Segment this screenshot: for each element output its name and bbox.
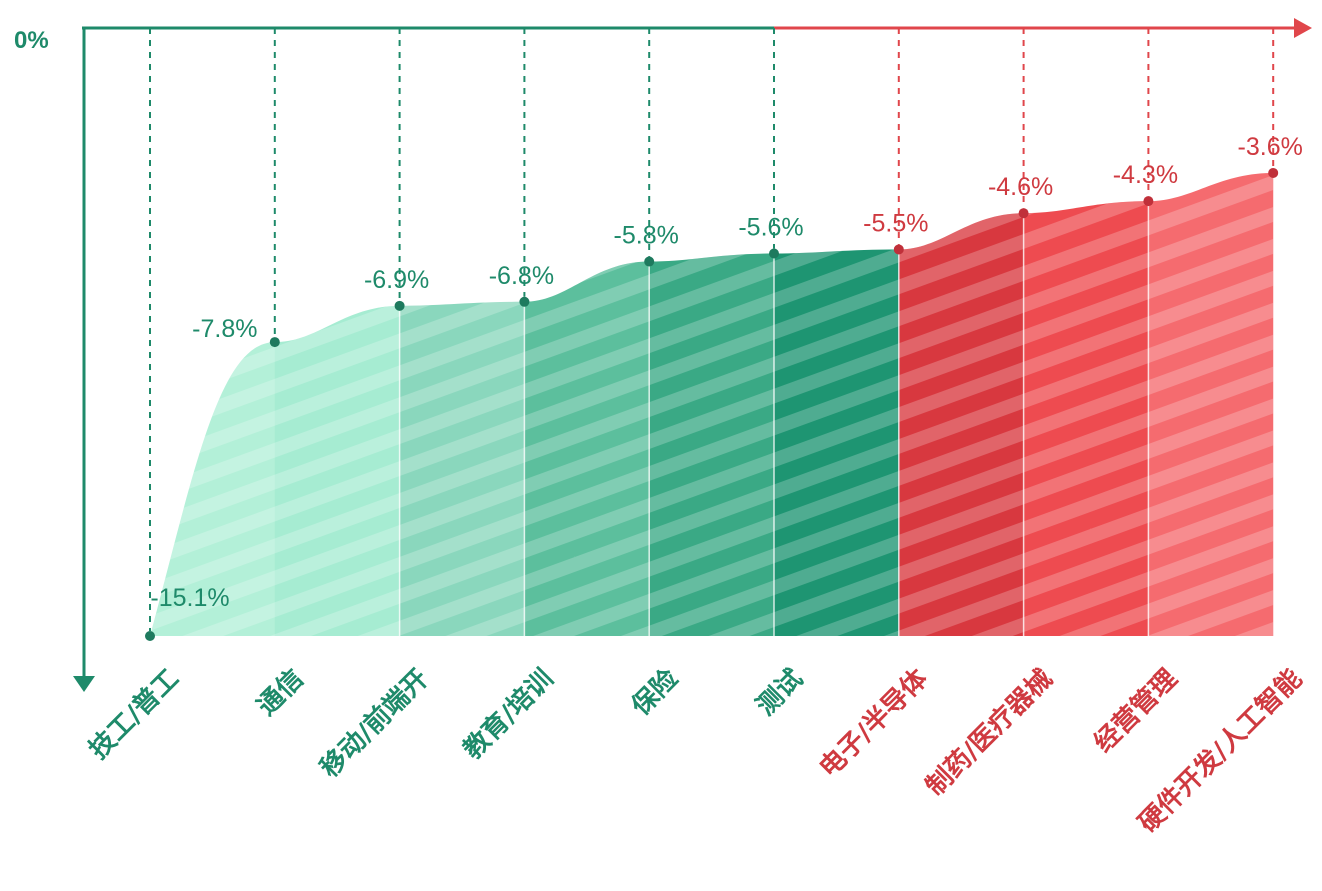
x-axis-arrow <box>1294 18 1312 38</box>
category-label: 测试 <box>751 664 809 722</box>
category-label: 教育/培训 <box>457 663 559 765</box>
data-points <box>145 167 1279 641</box>
guide-lines <box>149 28 1275 631</box>
category-label: 通信 <box>252 664 310 722</box>
value-labels: -15.1% -7.8% -6.9% -6.8% -5.8% -5.6% -5.5% -4.6… <box>150 133 1302 612</box>
category-label: 经营管理 <box>1088 663 1183 758</box>
value-label: -5.8% <box>614 222 679 250</box>
band-dividers <box>398 172 1150 636</box>
stripe-overlay <box>150 172 1274 636</box>
data-point <box>1143 196 1154 207</box>
axes: 0% <box>14 18 1312 692</box>
data-point <box>394 300 405 311</box>
value-label: -7.8% <box>192 315 257 343</box>
data-point <box>1268 167 1279 178</box>
category-label: 保险 <box>625 662 685 722</box>
value-label: -4.3% <box>1113 161 1178 189</box>
value-label: -4.6% <box>988 173 1053 201</box>
zero-label: 0% <box>14 27 49 54</box>
category-label: 电子/半导体 <box>814 663 935 784</box>
value-label: -5.6% <box>738 213 803 241</box>
y-axis-arrow <box>73 676 95 692</box>
value-label: -6.8% <box>489 262 554 290</box>
data-point <box>1018 208 1029 219</box>
value-label: -3.6% <box>1238 133 1303 161</box>
category-label: 技工/普工 <box>83 663 185 765</box>
data-point <box>769 248 779 259</box>
value-label: -15.1% <box>150 584 229 612</box>
data-point <box>519 296 530 307</box>
data-point <box>145 631 155 641</box>
data-point <box>644 256 655 267</box>
data-point <box>893 244 904 255</box>
category-label: 移动/前端开 <box>314 663 435 784</box>
value-label: -5.5% <box>863 209 928 237</box>
category-label: 制药/医疗器械 <box>920 663 1059 802</box>
data-point <box>269 337 280 348</box>
value-label: -6.9% <box>364 266 429 294</box>
